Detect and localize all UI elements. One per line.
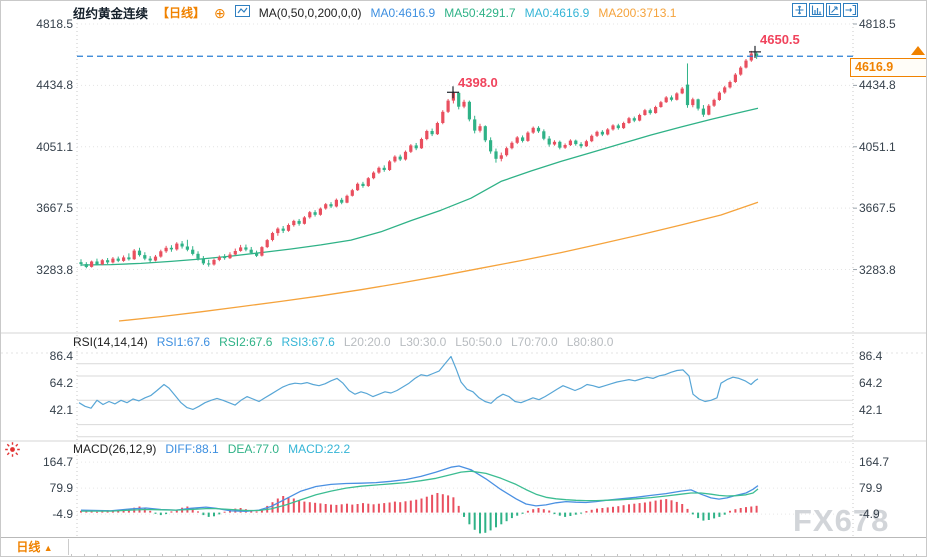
macd-settings-label[interactable]: MACD(26,12,9) xyxy=(73,442,157,456)
macd-tick-label: -4.9 xyxy=(859,507,880,522)
rsi-level-label: L30:30.0 xyxy=(399,335,447,349)
rsi-values: RSI1:67.6 RSI2:67.6 RSI3:67.6 xyxy=(157,335,335,349)
rsi-level-label: L80:80.0 xyxy=(566,335,614,349)
macd-header: MACD(26,12,9) DIFF:88.1 DEA:77.0 MACD:22.2 xyxy=(73,442,350,456)
rsi-tick-label: 64.2 xyxy=(49,375,73,390)
price-tick-label: 4434.8 xyxy=(859,78,896,93)
rsi-value-label: RSI3:67.6 xyxy=(281,335,335,349)
ma-value-label: MA0:4616.9 xyxy=(524,5,590,20)
macd-tick-label: 79.9 xyxy=(49,481,73,496)
price-tick-label: 4818.5 xyxy=(36,17,73,31)
rsi-level-label: L20:20.0 xyxy=(343,335,391,349)
rsi-levels: L20:20.0 L30:30.0 L50:50.0 L70:70.0 L80:80.0 xyxy=(344,335,614,349)
ma-value-label: MA50:4291.7 xyxy=(444,5,516,20)
instrument-title[interactable]: 纽约黄金连续 xyxy=(73,7,149,21)
ma-value-label: MA200:3713.1 xyxy=(598,5,677,20)
macd-value-label: DIFF:88.1 xyxy=(165,442,219,456)
price-tick-label: 3283.8 xyxy=(859,262,896,277)
rsi-value-label: RSI1:67.6 xyxy=(156,335,211,349)
main-chart-header: 纽约黄金连续 【日线】 ⊕ MA(0,50,0,200,0,0) MA0:461… xyxy=(73,3,676,22)
time-axis-bar: 日线 ▲ 2025/082025/092025/102025/112025/12… xyxy=(1,537,926,556)
price-tick-label: 4051.1 xyxy=(36,139,73,154)
move-tool-icon[interactable] xyxy=(792,3,807,17)
macd-values: DIFF:88.1 DEA:77.0 MACD:22.2 xyxy=(165,442,350,456)
macd-tick-label: -4.9 xyxy=(52,507,73,522)
rsi-tick-label: 42.1 xyxy=(49,402,73,417)
macd-tick-label: 79.9 xyxy=(859,481,883,496)
rsi-header: RSI(14,14,14) RSI1:67.6 RSI2:67.6 RSI3:67.… xyxy=(73,335,613,349)
snap-to-latest-icon[interactable] xyxy=(843,3,858,17)
price-tick-label: 4434.8 xyxy=(36,78,73,93)
latest-high-annotation: 4650.5 xyxy=(760,32,800,47)
rsi-tick-label: 42.1 xyxy=(859,402,883,417)
chart-toolbar xyxy=(792,3,858,17)
ma-values: MA0:4616.9 MA50:4291.7 MA0:4616.9 MA200:371… xyxy=(371,6,677,20)
rsi-level-label: L50:50.0 xyxy=(455,335,502,349)
ma-settings-label[interactable]: MA(0,50,0,200,0,0) xyxy=(258,5,362,20)
price-tick-label: 4051.1 xyxy=(859,139,896,154)
rsi-tick-label: 86.4 xyxy=(859,349,883,363)
fit-price-axis-icon[interactable] xyxy=(809,3,824,17)
watermark: FX678 xyxy=(793,503,890,538)
ma-value-label: MA0:4616.9 xyxy=(370,5,436,20)
rsi-tick-label: 64.2 xyxy=(859,375,883,390)
current-price-badge: 4616.9 xyxy=(850,58,926,77)
price-tick-label: 4818.5 xyxy=(859,17,896,31)
macd-value-label: DEA:77.0 xyxy=(227,442,280,456)
price-tick-label: 3667.5 xyxy=(859,201,896,216)
macd-tick-label: 164.7 xyxy=(42,455,73,470)
timeframe-label[interactable]: 【日线】 xyxy=(157,6,206,20)
timeframe-dropdown-arrow-icon: ▲ xyxy=(43,543,53,553)
peak-price-annotation: 4398.0 xyxy=(458,75,498,90)
rsi-value-label: RSI2:67.6 xyxy=(219,335,273,349)
chart-type-icon[interactable] xyxy=(234,4,250,21)
rsi-settings-label[interactable]: RSI(14,14,14) xyxy=(73,335,148,349)
add-indicator-icon[interactable]: ⊕ xyxy=(214,4,226,21)
macd-value-label: MACD:22.2 xyxy=(288,442,351,456)
fit-time-axis-icon[interactable] xyxy=(826,3,841,17)
price-tick-label: 3283.8 xyxy=(36,262,73,277)
price-tick-label: 3667.5 xyxy=(36,201,73,216)
rsi-level-label: L70:70.0 xyxy=(511,335,558,349)
rsi-tick-label: 86.4 xyxy=(49,349,73,363)
timeframe-tab[interactable]: 日线 ▲ xyxy=(1,539,69,555)
time-axis-ticks[interactable] xyxy=(71,554,926,556)
macd-tick-label: 164.7 xyxy=(859,455,890,470)
alert-icon[interactable] xyxy=(4,441,21,463)
timeframe-tab-label: 日线 xyxy=(16,540,41,554)
price-up-arrow-icon xyxy=(911,46,925,55)
